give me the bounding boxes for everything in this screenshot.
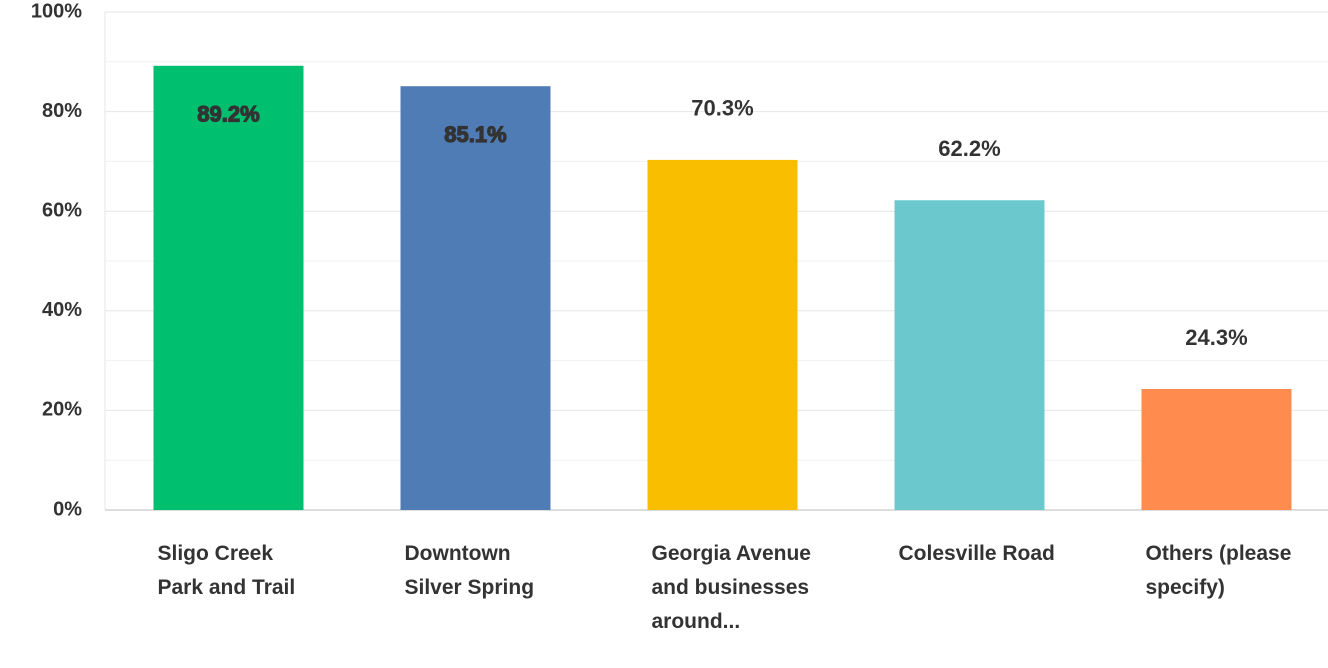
y-tick-label: 100% (31, 0, 82, 22)
value-label: 70.3% (691, 96, 753, 121)
x-tick-label: Sligo Creek Park and Trail (157, 542, 296, 599)
value-label: 62.2% (938, 136, 1000, 161)
y-tick-label: 80% (42, 100, 82, 122)
y-tick-label: 40% (42, 299, 82, 321)
y-tick-label: 20% (42, 399, 82, 421)
value-label: 89.2% (197, 102, 259, 127)
x-tick-label: Georgia Avenue and businesses around... (651, 542, 812, 633)
x-tick-label: Others (please specify) (1145, 542, 1292, 599)
value-label: 24.3% (1185, 325, 1247, 350)
bar (894, 200, 1045, 510)
bar (1141, 388, 1292, 510)
x-tick-label: Downtown Silver Spring (404, 542, 535, 599)
bar (647, 159, 798, 510)
value-label: 85.1% (444, 122, 506, 147)
y-tick-label: 0% (53, 498, 82, 520)
y-tick-label: 60% (42, 199, 82, 221)
bar (153, 65, 304, 510)
x-tick-label: Colesville Road (898, 542, 1055, 565)
bar (400, 86, 551, 511)
